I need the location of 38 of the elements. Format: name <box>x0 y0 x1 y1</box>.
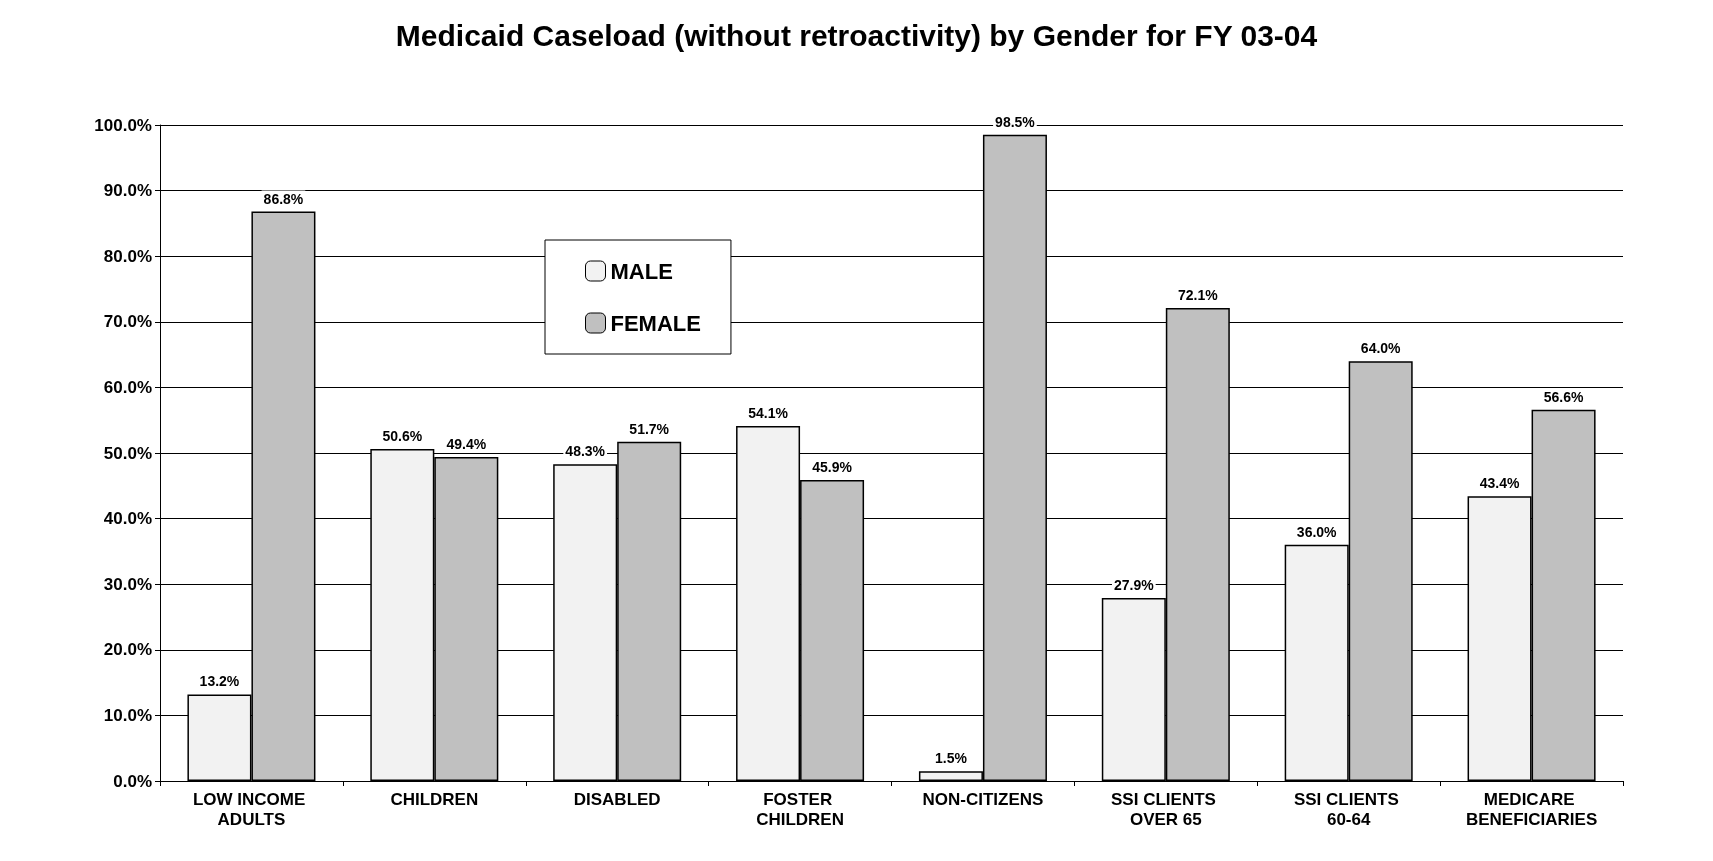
x-tick-label: LOW INCOME ADULTS <box>192 789 310 829</box>
data-label: 45.9% <box>812 458 853 475</box>
y-tick-label: 70.0% <box>103 312 152 332</box>
x-tick-label: SSI CLIENTS 60-64 <box>1293 789 1404 829</box>
data-label: 64.0% <box>1360 340 1402 357</box>
data-label: 50.6% <box>382 428 423 445</box>
data-label: 98.5% <box>995 113 1036 130</box>
data-label: 86.8% <box>263 190 304 207</box>
x-tick-label: DISABLED <box>573 789 661 809</box>
legend-label: MALE <box>610 258 673 284</box>
x-tick-label: CHILDREN <box>390 789 479 809</box>
chart-title: Medicaid Caseload (without retroactivity) by Gender for FY 03-04 <box>395 18 1318 52</box>
y-tick-label: 60.0% <box>103 377 152 397</box>
x-tick-label: SSI CLIENTS OVER 65 <box>1111 789 1221 829</box>
y-tick-label: 30.0% <box>103 574 152 594</box>
data-label: 36.0% <box>1296 523 1338 540</box>
y-tick-label: 10.0% <box>103 705 152 725</box>
data-label: 13.2% <box>199 673 240 690</box>
data-label: 72.1% <box>1177 287 1219 304</box>
x-tick-label: MEDICARE BENEFICIARIES <box>1465 789 1598 829</box>
y-tick-label: 50.0% <box>103 443 152 463</box>
data-label: 51.7% <box>629 420 670 437</box>
y-tick-label: 0.0% <box>113 771 152 791</box>
legend-label: FEMALE <box>610 310 701 336</box>
data-label: 1.5% <box>934 750 968 767</box>
data-label: 56.6% <box>1543 388 1584 405</box>
x-tick-label: FOSTER CHILDREN <box>756 789 844 829</box>
y-tick-label: 90.0% <box>103 181 152 201</box>
y-tick-label: 100.0% <box>94 115 152 135</box>
x-tick-label: NON-CITIZENS <box>922 789 1044 809</box>
y-tick-label: 80.0% <box>103 246 152 266</box>
data-label: 43.4% <box>1479 475 1520 492</box>
data-label: 49.4% <box>446 435 487 452</box>
data-label: 27.9% <box>1113 576 1155 593</box>
y-tick-label: 40.0% <box>103 509 152 529</box>
data-label: 54.1% <box>748 405 789 422</box>
y-tick-label: 20.0% <box>103 640 152 660</box>
data-label: 48.3% <box>565 443 606 460</box>
